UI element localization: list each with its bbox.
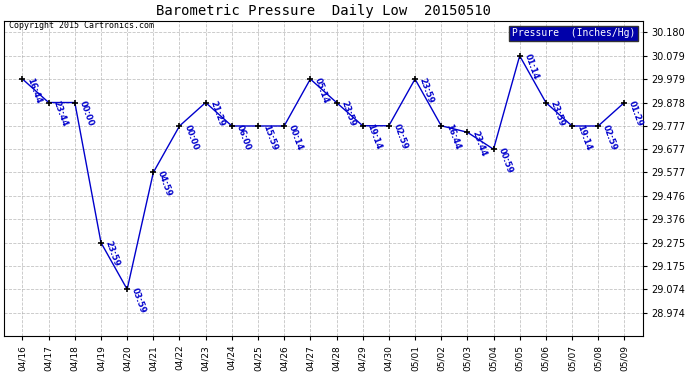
Text: 15:59: 15:59	[261, 123, 278, 152]
Text: 23:59: 23:59	[104, 240, 121, 268]
Text: 16:44: 16:44	[26, 76, 43, 105]
Text: 01:29: 01:29	[627, 100, 644, 128]
Legend: Pressure  (Inches/Hg): Pressure (Inches/Hg)	[509, 26, 638, 41]
Text: 03:59: 03:59	[130, 286, 148, 315]
Text: 23:59: 23:59	[417, 76, 435, 104]
Text: 02:59: 02:59	[392, 123, 409, 151]
Text: 00:14: 00:14	[287, 123, 304, 151]
Text: 04:59: 04:59	[156, 170, 174, 198]
Text: 23:44: 23:44	[470, 129, 488, 158]
Text: 21:29: 21:29	[208, 100, 226, 128]
Text: 05:14: 05:14	[313, 76, 331, 105]
Text: 23:59: 23:59	[339, 100, 357, 128]
Text: 00:00: 00:00	[77, 100, 95, 128]
Text: 06:00: 06:00	[235, 123, 252, 151]
Text: 01:14: 01:14	[522, 53, 540, 81]
Text: 00:00: 00:00	[182, 123, 199, 151]
Title: Barometric Pressure  Daily Low  20150510: Barometric Pressure Daily Low 20150510	[156, 4, 491, 18]
Text: 16:44: 16:44	[444, 123, 462, 151]
Text: Copyright 2015 Cartronics.com: Copyright 2015 Cartronics.com	[10, 21, 155, 30]
Text: 23:59: 23:59	[549, 100, 566, 128]
Text: 23:44: 23:44	[52, 100, 69, 128]
Text: 19:14: 19:14	[575, 123, 593, 152]
Text: 00:59: 00:59	[496, 147, 514, 174]
Text: 02:59: 02:59	[601, 123, 618, 151]
Text: 19:14: 19:14	[366, 123, 383, 151]
